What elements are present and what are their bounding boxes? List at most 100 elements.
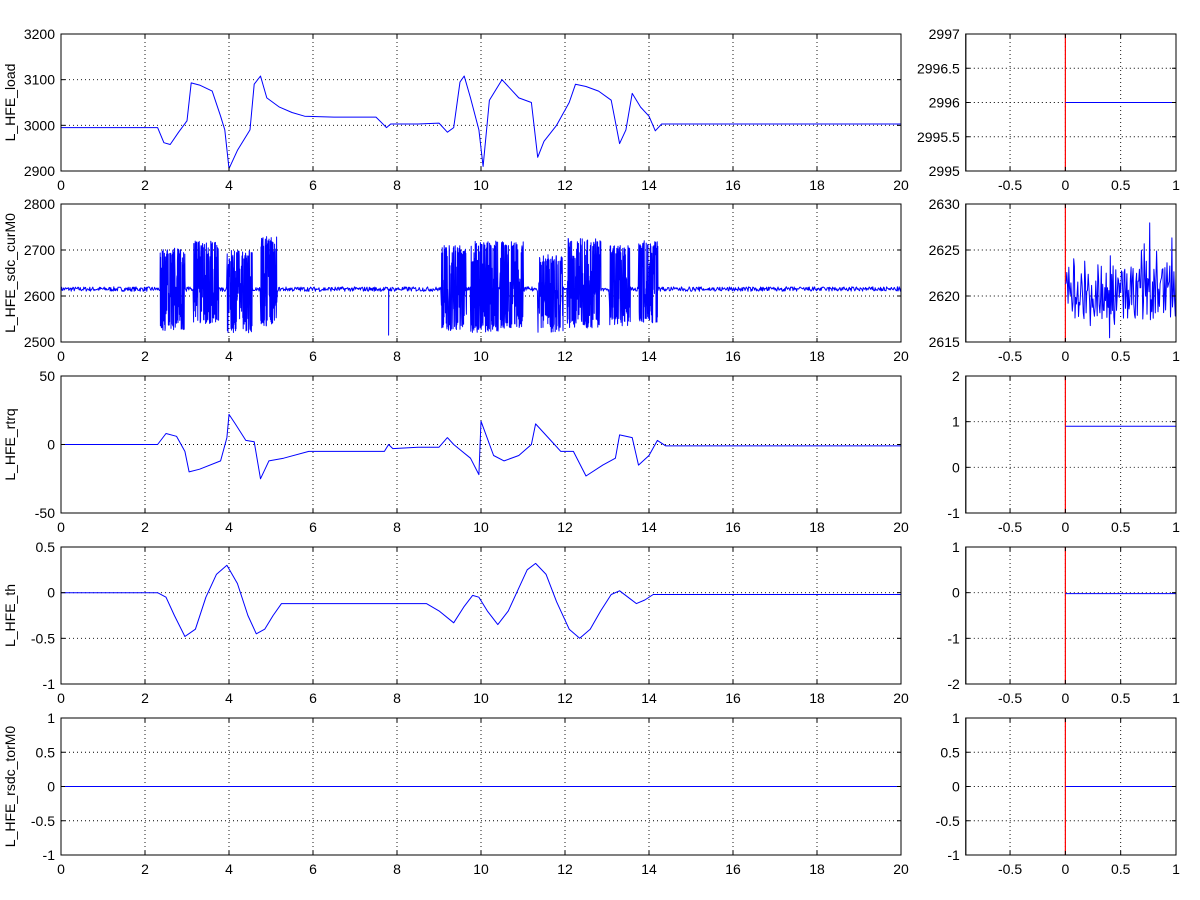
x-tick-label: 6 (309, 861, 317, 877)
x-tick-label: 0 (1061, 690, 1069, 706)
x-tick-label: -0.5 (998, 690, 1022, 706)
y-axis-label: L_HFE_th (2, 584, 18, 647)
x-tick-label: 0.5 (1111, 519, 1131, 535)
x-tick-label: 16 (725, 690, 741, 706)
x-tick-label: 1 (1172, 348, 1180, 364)
x-tick-label: -0.5 (998, 177, 1022, 193)
x-tick-label: 10 (473, 348, 489, 364)
y-tick-label: 0.5 (36, 744, 56, 760)
x-tick-label: 14 (641, 519, 657, 535)
plot-area (1064, 34, 1176, 171)
axes-border (60, 546, 902, 685)
y-tick-label: 0 (952, 585, 960, 601)
x-tick-label: 14 (641, 861, 657, 877)
y-tick-label: 2995 (929, 163, 960, 179)
axes-frame (965, 546, 1177, 685)
x-tick-label: 18 (809, 348, 825, 364)
subplot-10-zoom: -0.5 0 0.5 1 -1 -0.5 0 0.5 1 (936, 710, 1180, 877)
axes-border (60, 203, 902, 343)
x-tick-label: 14 (641, 348, 657, 364)
x-tick-label: 16 (725, 177, 741, 193)
x-tick-label: 1 (1172, 519, 1180, 535)
x-tick-label: 2 (141, 690, 149, 706)
x-tick-label: 6 (309, 348, 317, 364)
y-axis-label: L_HFE_load (2, 64, 18, 142)
plot-area (1064, 204, 1176, 342)
x-tick-label: -0.5 (998, 861, 1022, 877)
plot-area (1064, 376, 1176, 513)
y-tick-label: -50 (35, 505, 55, 521)
y-tick-label: 0 (952, 459, 960, 475)
y-tick-label: 0.5 (940, 744, 960, 760)
y-tick-label: 0 (952, 779, 960, 795)
x-tick-label: 20 (893, 690, 909, 706)
y-tick-label: 0 (47, 585, 55, 601)
x-tick-label: 4 (225, 690, 233, 706)
axes-border (965, 546, 1177, 685)
y-axis-label: L_HFE_rtrq (2, 408, 18, 480)
x-tick-label: 0 (1061, 861, 1069, 877)
plot-area (61, 75, 901, 170)
x-tick-label: 4 (225, 177, 233, 193)
series-line-1 (61, 413, 901, 480)
x-tick-label: 20 (893, 177, 909, 193)
y-tick-label: 1 (952, 539, 960, 555)
y-tick-label: -0.5 (31, 630, 55, 646)
x-tick-label: 0 (1061, 519, 1069, 535)
axes-border (965, 33, 1177, 172)
x-tick-label: 0.5 (1111, 348, 1131, 364)
x-tick-label: 12 (557, 519, 573, 535)
x-tick-label: 0.5 (1111, 690, 1131, 706)
y-tick-label: 50 (39, 368, 55, 384)
y-tick-label: 2700 (24, 242, 55, 258)
y-tick-label: 2600 (24, 288, 55, 304)
plot-area (61, 413, 901, 480)
plot-area (1064, 718, 1176, 855)
y-tick-label: 2620 (929, 288, 960, 304)
x-tick-label: 0 (1061, 348, 1069, 364)
x-tick-label: 10 (473, 861, 489, 877)
x-tick-label: 6 (309, 690, 317, 706)
y-tick-label: 2 (952, 368, 960, 384)
y-tick-label: 3200 (24, 26, 55, 42)
y-tick-label: -0.5 (936, 813, 960, 829)
y-tick-label: 0 (47, 437, 55, 453)
y-tick-label: -1 (947, 505, 960, 521)
y-tick-label: 1 (47, 710, 55, 726)
x-tick-label: 20 (893, 519, 909, 535)
x-tick-label: 1 (1172, 177, 1180, 193)
x-tick-label: 8 (393, 519, 401, 535)
y-tick-label: 0 (47, 779, 55, 795)
subplot-7-main: 0 2 4 6 8 10 12 14 16 18 20 -1 -0.5 0 0.5 L_HFE_th (2, 539, 909, 706)
y-tick-label: 2997 (929, 26, 960, 42)
y-tick-label: 3100 (24, 72, 55, 88)
x-tick-label: 4 (225, 861, 233, 877)
y-tick-label: -0.5 (31, 813, 55, 829)
axes-border (965, 717, 1177, 856)
y-tick-label: 2995.5 (917, 129, 960, 145)
subplot-9-main: 0 2 4 6 8 10 12 14 16 18 20 -1 -0.5 0 0.5 1 L_HFE_rsdc_t… (2, 710, 909, 877)
axes-border (965, 375, 1177, 514)
y-tick-label: 2900 (24, 163, 55, 179)
y-tick-label: 1 (952, 710, 960, 726)
x-tick-label: 10 (473, 519, 489, 535)
x-tick-label: 6 (309, 177, 317, 193)
axes-border (965, 203, 1177, 343)
y-axis-label: L_HFE_rsdc_torM0 (2, 726, 18, 848)
x-tick-label: 20 (893, 348, 909, 364)
x-tick-label: 12 (557, 348, 573, 364)
x-tick-label: 20 (893, 861, 909, 877)
y-tick-label: 2800 (24, 196, 55, 212)
x-tick-label: 1 (1172, 861, 1180, 877)
y-tick-label: 2630 (929, 196, 960, 212)
x-tick-label: 0 (57, 177, 65, 193)
x-tick-label: 18 (809, 519, 825, 535)
x-tick-label: 14 (641, 690, 657, 706)
y-tick-label: -1 (43, 676, 56, 692)
y-tick-label: 2500 (24, 334, 55, 350)
x-tick-label: 2 (141, 348, 149, 364)
x-tick-label: 18 (809, 177, 825, 193)
x-tick-label: 0 (57, 348, 65, 364)
